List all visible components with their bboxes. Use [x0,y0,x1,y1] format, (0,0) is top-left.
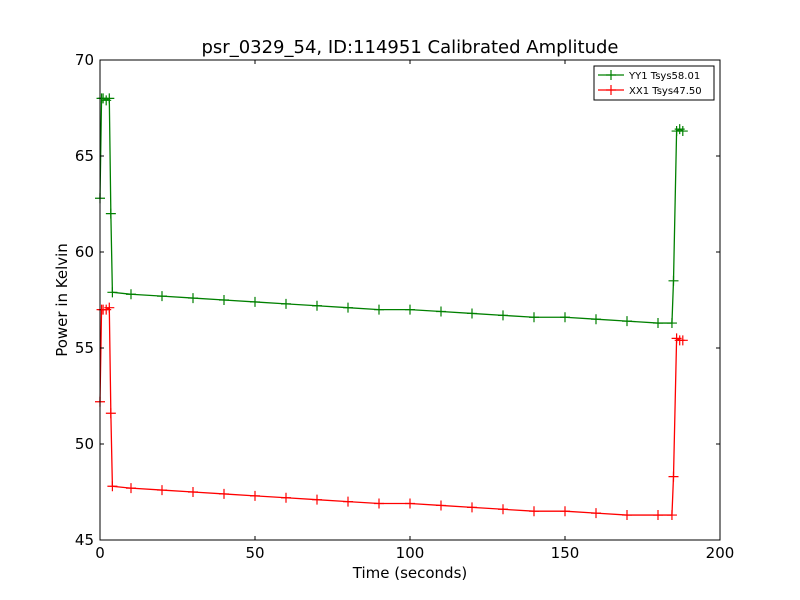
legend-label: YY1 Tsys58.01 [628,71,700,82]
data-point [653,510,663,521]
data-point [591,508,601,519]
data-point [498,310,508,321]
data-point [105,208,116,219]
data-point [107,481,118,492]
chart-title: psr_0329_54, ID:114951 Calibrated Amplit… [201,37,618,58]
data-point [436,500,446,511]
ticks-layer: 0 50 100 150 200 45 50 55 60 65 70 [75,51,734,562]
x-tick-label: 50 [245,544,264,562]
y-tick-label: 55 [75,339,94,357]
x-tick-label: 100 [396,544,425,562]
data-point [281,298,291,309]
data-point [374,304,384,315]
data-point [560,506,570,517]
data-point [653,318,663,329]
data-point [668,471,679,482]
series-1 [95,302,688,521]
data-point [622,316,632,327]
data-point [312,494,322,505]
data-point [436,306,446,317]
y-tick-label: 65 [75,147,94,165]
x-tick-label: 150 [551,544,580,562]
data-point [126,289,136,300]
data-point [405,304,415,315]
data-point [529,506,539,517]
legend: YY1 Tsys58.01 XX1 Tsys47.50 [593,65,715,101]
data-point [666,318,677,329]
legend-swatch-marker [606,70,616,80]
series-0 [95,93,688,329]
data-point [281,492,291,503]
series-layer [95,93,688,521]
y-axis-label: Power in Kelvin [53,243,71,357]
x-tick-label: 200 [706,544,735,562]
data-point [467,308,477,319]
data-point [188,293,198,304]
data-point [107,287,118,298]
data-point [405,498,415,509]
data-point [157,291,167,302]
data-point [312,300,322,311]
data-point [622,510,632,521]
data-point [343,302,353,313]
data-point [560,312,570,323]
y-tick-label: 45 [75,531,94,549]
data-point [219,488,229,499]
data-point [677,335,688,346]
data-point [105,408,116,419]
y-tick-label: 70 [75,51,94,69]
data-point [467,502,477,513]
data-point [668,275,679,286]
data-point [374,498,384,509]
legend-label: XX1 Tsys47.50 [629,86,702,97]
data-point [343,496,353,507]
data-point [250,490,260,501]
data-point [104,302,115,313]
y-tick-label: 50 [75,435,94,453]
data-point [666,510,677,521]
data-point [126,483,136,494]
data-point [157,485,167,496]
data-point [677,126,688,137]
data-point [529,312,539,323]
data-point [498,504,508,515]
legend-box [593,65,715,101]
data-point [591,314,601,325]
legend-swatch-marker [606,85,616,95]
data-point [250,296,260,307]
data-point [188,487,198,497]
y-tick-label: 60 [75,243,94,261]
data-point [219,295,229,305]
x-axis-label: Time (seconds) [352,564,468,582]
data-point [104,93,115,104]
x-tick-label: 0 [95,544,105,562]
